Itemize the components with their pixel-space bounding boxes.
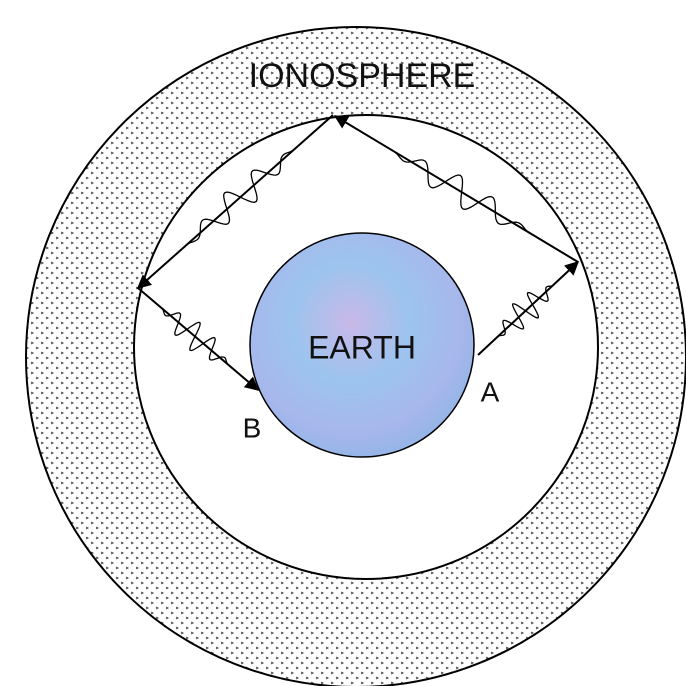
diagram: IONOSPHERE EARTH A B xyxy=(0,0,686,686)
ionosphere-label: IONOSPHERE xyxy=(249,57,476,95)
point-label: A xyxy=(481,376,500,407)
earth-label: EARTH xyxy=(308,329,416,365)
page: IONOSPHERE EARTH A B (() => { const data… xyxy=(0,0,686,686)
point-label: B xyxy=(243,412,262,443)
